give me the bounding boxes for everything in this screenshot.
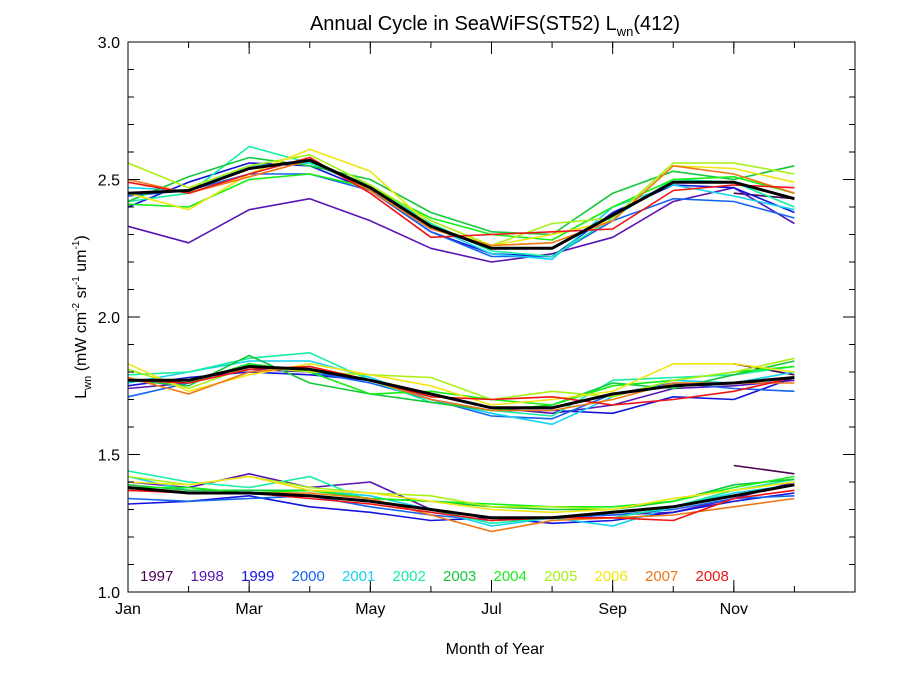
series-line-1999-group-1: [127, 162, 795, 258]
chart-title: Annual Cycle in SeaWiFS(ST52) Lwn(412): [310, 13, 680, 39]
y-axis-label-sup3: -1: [71, 240, 82, 249]
legend-item-2007: 2007: [645, 568, 678, 585]
series-line-1999-group-3: [127, 492, 795, 525]
y-tick-label: 2.5: [98, 173, 120, 190]
y-tick-label: 3.0: [98, 35, 120, 52]
legend-item-2006: 2006: [595, 568, 628, 585]
x-tick-label: Nov: [720, 601, 748, 618]
y-tick-label: 1.0: [98, 585, 120, 602]
y-tick-label: 1.5: [98, 448, 120, 465]
y-axis-label-end: ): [73, 235, 90, 240]
y-axis-label-sub: wn: [82, 376, 94, 391]
y-axis-label-mid: sr: [73, 284, 90, 302]
x-tick-label: Jul: [481, 601, 501, 618]
y-axis-label: Lwn (mW cm-2 sr-1 um-1): [71, 235, 94, 398]
y-axis-label-sup1: -2: [71, 302, 82, 311]
series-line-2006-group-3: [127, 475, 795, 514]
legend: 1997 1998 1999 2000 2001 2002 2003 2004 2005 2006…: [140, 568, 729, 585]
mean-line-group-1: [127, 158, 795, 250]
x-tick-label: Sep: [598, 601, 627, 618]
mean-line-group-3: [127, 483, 795, 520]
legend-item-1997: 1997: [140, 568, 173, 585]
x-tick-label: Jan: [115, 601, 141, 618]
y-tick-label: 2.0: [98, 310, 120, 327]
series-line-2004-group-1: [127, 173, 795, 241]
series-line-2008-group-2: [127, 365, 795, 406]
legend-item-1998: 1998: [191, 568, 224, 585]
series-line-2005-group-1: [127, 154, 795, 247]
mean-line-group-2: [128, 365, 795, 410]
legend-item-2002: 2002: [393, 568, 426, 585]
chart-title-main: Annual Cycle in SeaWiFS(ST52) L: [310, 13, 617, 35]
series-line-2003-group-1: [127, 156, 795, 236]
legend-item-2001: 2001: [342, 568, 375, 585]
x-axis-label: Month of Year: [446, 641, 545, 658]
series-line-1998-group-1: [127, 186, 795, 263]
y-axis-label-sup2: -1: [71, 276, 82, 285]
y-axis-label-units-open: (mW cm: [73, 312, 90, 376]
series-line-2006-group-2: [127, 363, 795, 406]
series-line-2007-group-2: [127, 365, 795, 412]
legend-item-1999: 1999: [241, 568, 274, 585]
y-axis-label-main: L: [73, 390, 90, 399]
legend-item-2003: 2003: [443, 568, 476, 585]
chart-title-suffix: (412): [633, 13, 680, 35]
chart-title-sub: wn: [616, 24, 634, 39]
x-tick-label: Mar: [235, 601, 263, 618]
x-tick-label: May: [355, 601, 385, 618]
axes: 1.0 1.5 2.0 2.5 3.0 Jan Mar May Jul Sep Nov: [98, 35, 856, 618]
legend-item-2008: 2008: [696, 568, 729, 585]
legend-item-2005: 2005: [544, 568, 577, 585]
series-line-1997-group-3: [733, 464, 795, 475]
plot-area: [127, 145, 795, 533]
legend-item-2004: 2004: [494, 568, 527, 585]
y-axis-label-units-close: um: [73, 250, 90, 277]
legend-item-2000: 2000: [292, 568, 325, 585]
